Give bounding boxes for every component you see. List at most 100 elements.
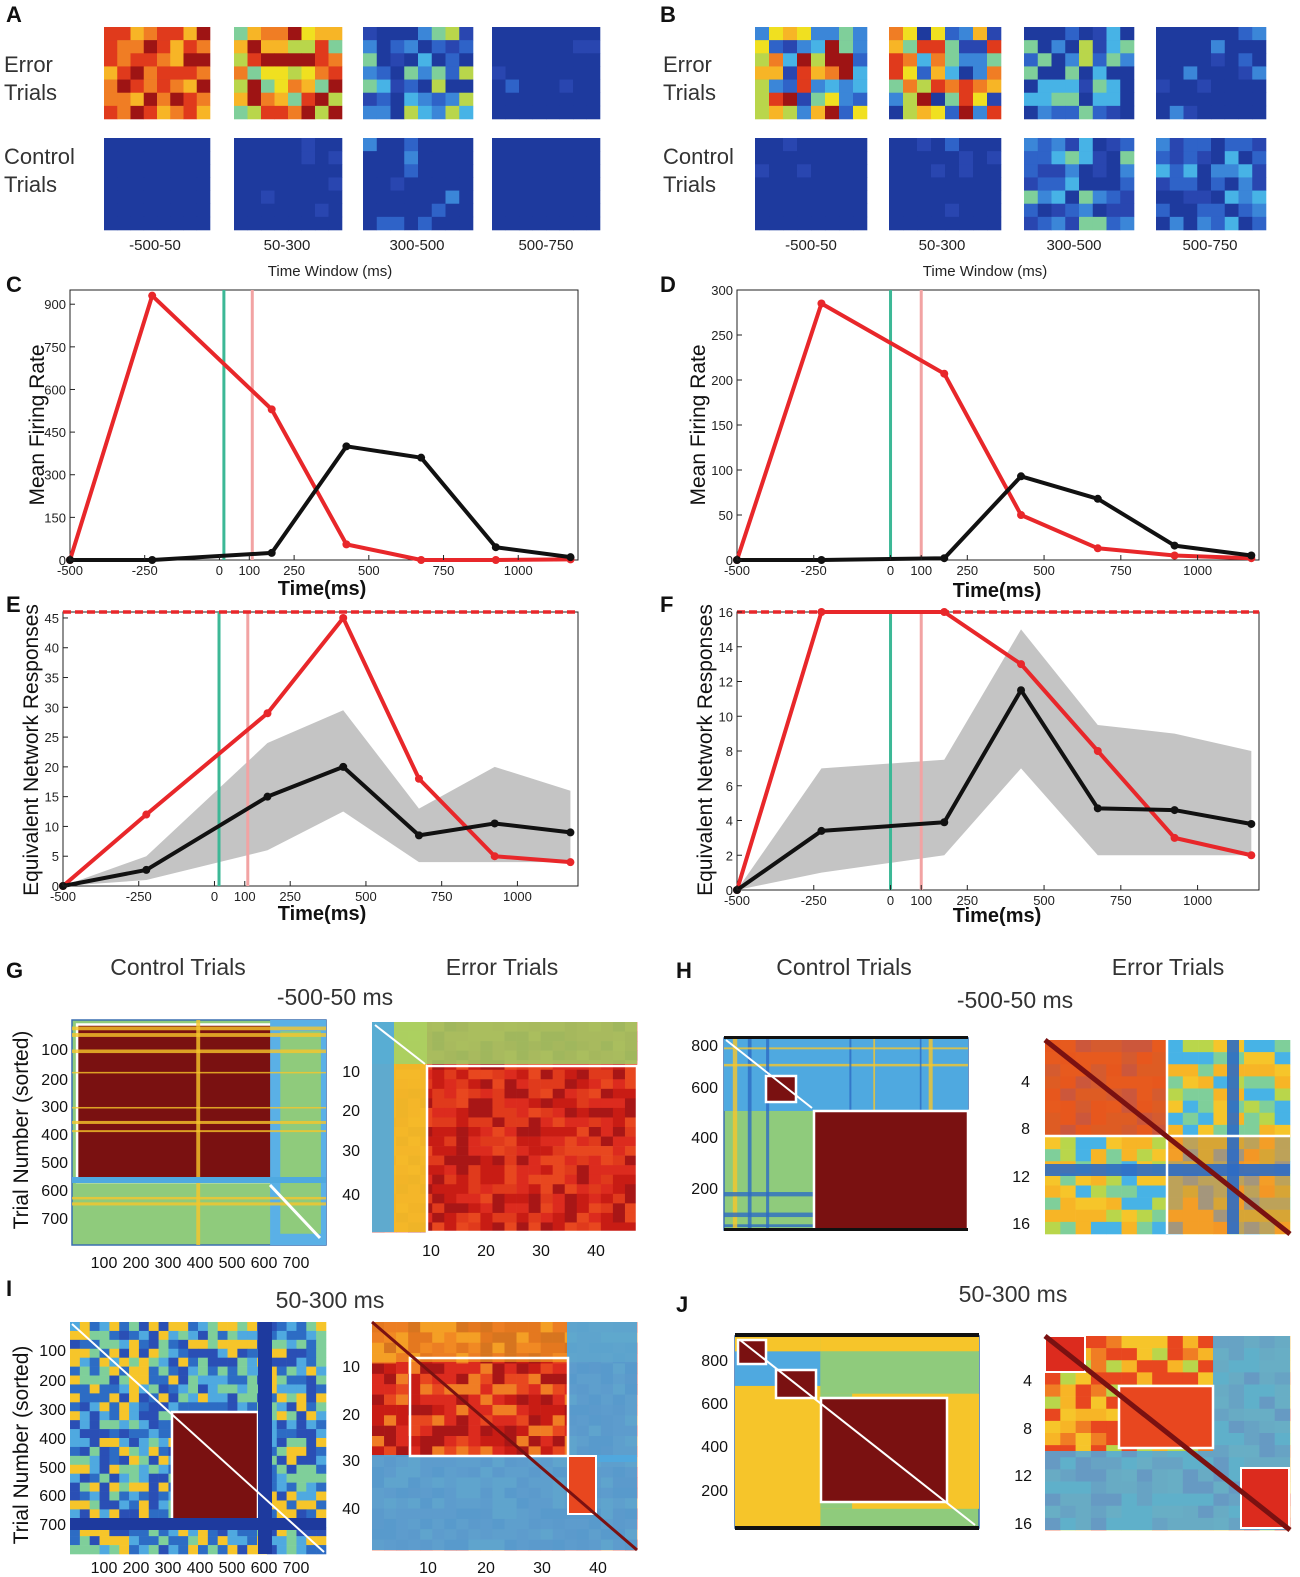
matrix-cell [600, 1212, 614, 1223]
x-tick-label: 1000 [1183, 893, 1212, 908]
matrix-cell [540, 1363, 553, 1375]
matrix-cell [1244, 1100, 1260, 1114]
heatmap-cell [1252, 105, 1267, 120]
matrix-cell [504, 1363, 517, 1375]
heatmap-cell [811, 164, 826, 178]
matrix-cell [504, 1136, 517, 1147]
heatmap-cell [1238, 27, 1253, 41]
matrix-cell [316, 1536, 327, 1546]
matrix-cell [504, 1098, 517, 1109]
heatmap-cell [363, 105, 378, 120]
matrix-cell [576, 1127, 590, 1137]
heatmap-cell [973, 66, 988, 80]
row-label-control: Control [4, 144, 75, 169]
matrix-cell [1075, 1137, 1092, 1150]
heatmap-cell [959, 105, 974, 120]
x-tick-label: -500 [50, 889, 76, 904]
heatmap-cell [755, 40, 770, 54]
control-data-point [342, 442, 351, 451]
heatmap-cell [431, 53, 446, 67]
matrix-cell [600, 1193, 614, 1204]
heatmap-cell [183, 92, 198, 107]
heatmap-cell [234, 40, 248, 54]
heatmap-cell [586, 164, 601, 178]
matrix-x-tick: 200 [123, 1255, 150, 1272]
matrix-cell [296, 1384, 307, 1394]
heatmap-cell [1024, 66, 1039, 80]
y-tick-label: 100 [711, 463, 733, 478]
heatmap-cell [196, 92, 211, 107]
matrix-cell [158, 1420, 169, 1430]
heatmap-cell [104, 190, 118, 205]
matrix-cell [217, 1527, 228, 1537]
heatmap-cell [234, 79, 248, 94]
heatmap-cell [418, 79, 433, 94]
heatmap-cell [1224, 53, 1239, 67]
heatmap-cell [1169, 105, 1184, 120]
matrix-cell [148, 1438, 159, 1448]
heatmap-cell [519, 138, 533, 152]
heatmap-cell [183, 151, 198, 165]
matrix-cell [276, 1464, 287, 1474]
matrix-cell [1121, 1372, 1138, 1385]
matrix-cell [1182, 1052, 1199, 1065]
matrix-cell [306, 1482, 317, 1492]
heatmap-cell [1051, 190, 1066, 205]
heatmap-cell [889, 79, 904, 94]
y-axis-title-F: Equivalent Network Responses [694, 604, 717, 896]
heatmap-cell [931, 216, 946, 231]
matrix-cell [188, 1384, 199, 1394]
heatmap-cell [769, 79, 784, 94]
matrix-cell [1045, 1185, 1061, 1198]
heatmap-cell [1197, 27, 1212, 41]
matrix-stripe [72, 1106, 326, 1109]
matrix-cell [1060, 1396, 1076, 1410]
matrix-cell [148, 1536, 159, 1546]
heatmap-cell [404, 216, 419, 231]
matrix-cell [306, 1455, 317, 1466]
matrix-cell [158, 1429, 169, 1439]
heatmap-cell [769, 203, 784, 218]
matrix-cell [276, 1455, 287, 1466]
matrix-cell [528, 1127, 541, 1137]
matrix-cell [1198, 1052, 1214, 1065]
matrix-y-tick: 200 [701, 1483, 728, 1500]
matrix-cell [504, 1212, 517, 1223]
matrix-cell [480, 1384, 493, 1395]
heatmap-cell [1238, 40, 1253, 54]
heatmap-cell [1024, 40, 1039, 54]
matrix-x-tick: 200 [123, 1560, 150, 1577]
heatmap-cell [903, 203, 918, 218]
matrix-cell [1198, 1040, 1214, 1053]
heatmap-cell [853, 151, 868, 165]
heatmap-cell [783, 190, 798, 205]
matrix-cell [624, 1222, 638, 1233]
matrix-cell [456, 1446, 469, 1458]
control-data-point [940, 818, 949, 827]
matrix-cell [129, 1411, 140, 1421]
matrix-cell [296, 1411, 307, 1421]
matrix-cell [148, 1464, 159, 1474]
heatmap-cell [973, 203, 988, 218]
heatmap-cell [1065, 138, 1080, 152]
heatmap-cell [1238, 151, 1253, 165]
heatmap-cell [1156, 40, 1171, 54]
heatmap-cell [1037, 27, 1052, 41]
matrix-cell [129, 1464, 140, 1474]
matrix-cell [296, 1500, 307, 1510]
matrix-cell [89, 1420, 100, 1430]
matrix-cell [576, 1155, 590, 1166]
heatmap-cell [987, 53, 1002, 67]
heatmap-cell [247, 27, 262, 41]
heatmap-cell [811, 216, 826, 231]
matrix-cell [207, 1339, 218, 1350]
x-tick-label: -250 [132, 563, 158, 578]
matrix-cell [1182, 1100, 1199, 1114]
heatmap-cell [945, 164, 960, 178]
heatmap-cell [559, 92, 574, 107]
heatmap-cell [1211, 27, 1226, 41]
heatmap-cell [247, 105, 262, 120]
matrix-x-tick: 20 [477, 1560, 495, 1577]
matrix-cell [432, 1222, 445, 1233]
matrix-block [820, 1336, 979, 1352]
